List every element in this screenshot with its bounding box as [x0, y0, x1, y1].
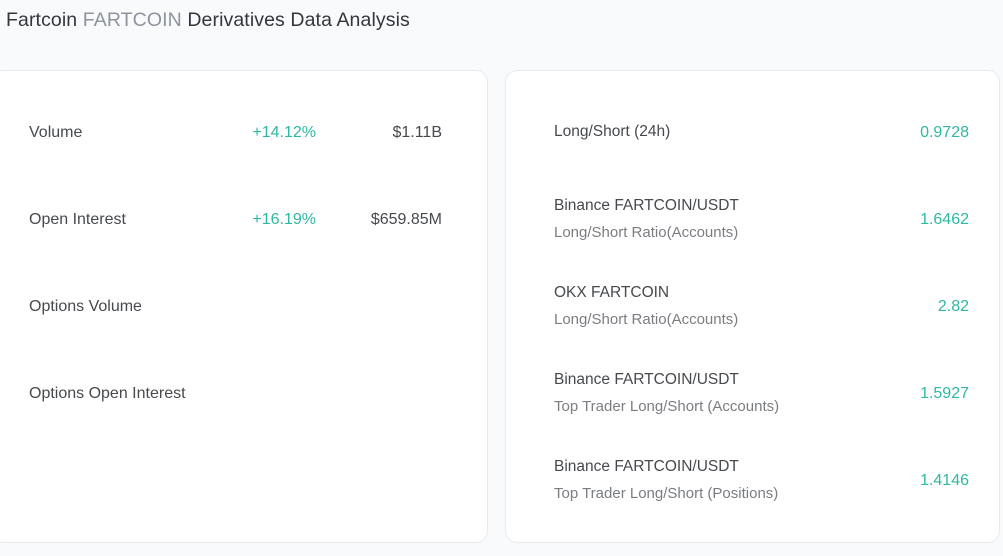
stat-label: Open Interest [29, 210, 126, 228]
ratio-name: OKX FARTCOIN [554, 283, 670, 301]
ratio-value: 1.4146 [920, 471, 969, 489]
derivatives-stats-card: Volume +14.12% $1.11B Open Interest +16.… [0, 70, 488, 543]
ratio-subtitle: Top Trader Long/Short (Accounts) [554, 398, 780, 416]
stat-label: Volume [29, 123, 83, 141]
ratio-name: Binance FARTCOIN/USDT [554, 457, 739, 475]
section-header: Fartcoin FARTCOIN Derivatives Data Analy… [0, 0, 1003, 70]
coin-name: Fartcoin [6, 9, 78, 31]
ratio-names: Binance FARTCOIN/USDT Long/Short Ratio(A… [554, 197, 920, 243]
ratio-subtitle: Long/Short Ratio(Accounts) [554, 311, 739, 329]
stat-change: +14.12% [252, 123, 316, 141]
ratio-names: OKX FARTCOIN Long/Short Ratio(Accounts) [554, 284, 938, 330]
ratio-subtitle: Top Trader Long/Short (Positions) [554, 485, 779, 503]
ratio-row: Binance FARTCOIN/USDT Top Trader Long/Sh… [554, 437, 969, 524]
stat-row: Open Interest +16.19% $659.85M [29, 176, 442, 263]
ratio-value: 2.82 [937, 297, 969, 315]
page-title: Fartcoin FARTCOIN Derivatives Data Analy… [6, 9, 1003, 32]
ratio-name: Long/Short (24h) [554, 123, 671, 141]
ratio-names: Binance FARTCOIN/USDT Top Trader Long/Sh… [554, 371, 920, 417]
ratio-name: Binance FARTCOIN/USDT [554, 196, 739, 214]
ratio-value: 1.5927 [920, 384, 969, 402]
stat-value: $1.11B [392, 123, 442, 141]
stat-row: Volume +14.12% $1.11B [29, 89, 442, 176]
ratio-row: Binance FARTCOIN/USDT Top Trader Long/Sh… [554, 350, 969, 437]
long-short-ratios-card: Long/Short (24h) 0.9728 Binance FARTCOIN… [505, 70, 1000, 543]
stat-label: Options Volume [29, 297, 142, 315]
stat-change: +16.19% [252, 210, 316, 228]
coin-ticker: FARTCOIN [82, 9, 182, 31]
stat-row: Options Volume [29, 263, 442, 350]
ratio-row: Binance FARTCOIN/USDT Long/Short Ratio(A… [554, 176, 969, 263]
ratio-name: Binance FARTCOIN/USDT [554, 370, 739, 388]
title-suffix: Derivatives Data Analysis [187, 9, 410, 31]
ratio-names: Binance FARTCOIN/USDT Top Trader Long/Sh… [554, 458, 920, 504]
ratio-names: Long/Short (24h) [554, 123, 920, 142]
stat-label: Options Open Interest [29, 384, 186, 402]
ratio-value: 0.9728 [920, 123, 969, 141]
stat-row: Options Open Interest [29, 350, 442, 437]
stat-value: $659.85M [370, 210, 442, 228]
ratio-row: Long/Short (24h) 0.9728 [554, 89, 969, 176]
ratio-subtitle: Long/Short Ratio(Accounts) [554, 224, 739, 242]
ratio-value: 1.6462 [920, 210, 969, 228]
ratio-row: OKX FARTCOIN Long/Short Ratio(Accounts) … [554, 263, 969, 350]
cards-container: Volume +14.12% $1.11B Open Interest +16.… [0, 70, 1003, 543]
